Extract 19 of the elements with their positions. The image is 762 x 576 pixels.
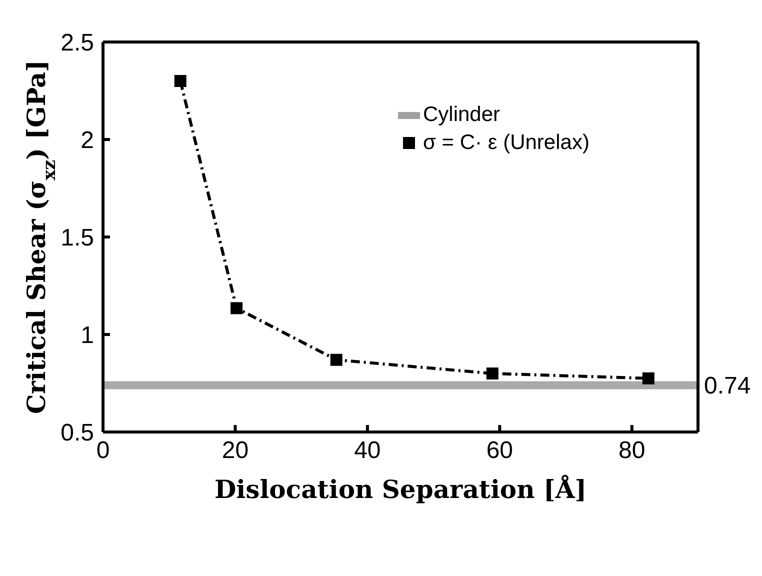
y-tick-label: 2 xyxy=(80,127,94,154)
y-tick-label: 0.5 xyxy=(60,420,94,447)
annotation: 0.74 xyxy=(704,372,751,400)
y-tick-label: 2.5 xyxy=(60,30,94,57)
x-axis-title: Dislocation Separation [Å] xyxy=(214,474,587,504)
x-tick-label: 20 xyxy=(222,437,249,464)
point xyxy=(642,372,654,384)
y-tick-label: 1.5 xyxy=(60,224,94,252)
x-tick-label: 0 xyxy=(96,437,110,464)
point xyxy=(174,75,186,87)
point xyxy=(330,354,342,366)
point xyxy=(486,368,498,380)
x-tick-label: 40 xyxy=(354,437,381,464)
x-tick-label: 60 xyxy=(486,437,514,464)
legend-label: σ = C· ε (Unrelax) xyxy=(423,131,590,155)
x-tick-label: 80 xyxy=(618,437,646,464)
point xyxy=(230,302,243,314)
legend-label: Cylinder xyxy=(423,103,500,127)
y-tick-label: 1 xyxy=(80,322,94,350)
